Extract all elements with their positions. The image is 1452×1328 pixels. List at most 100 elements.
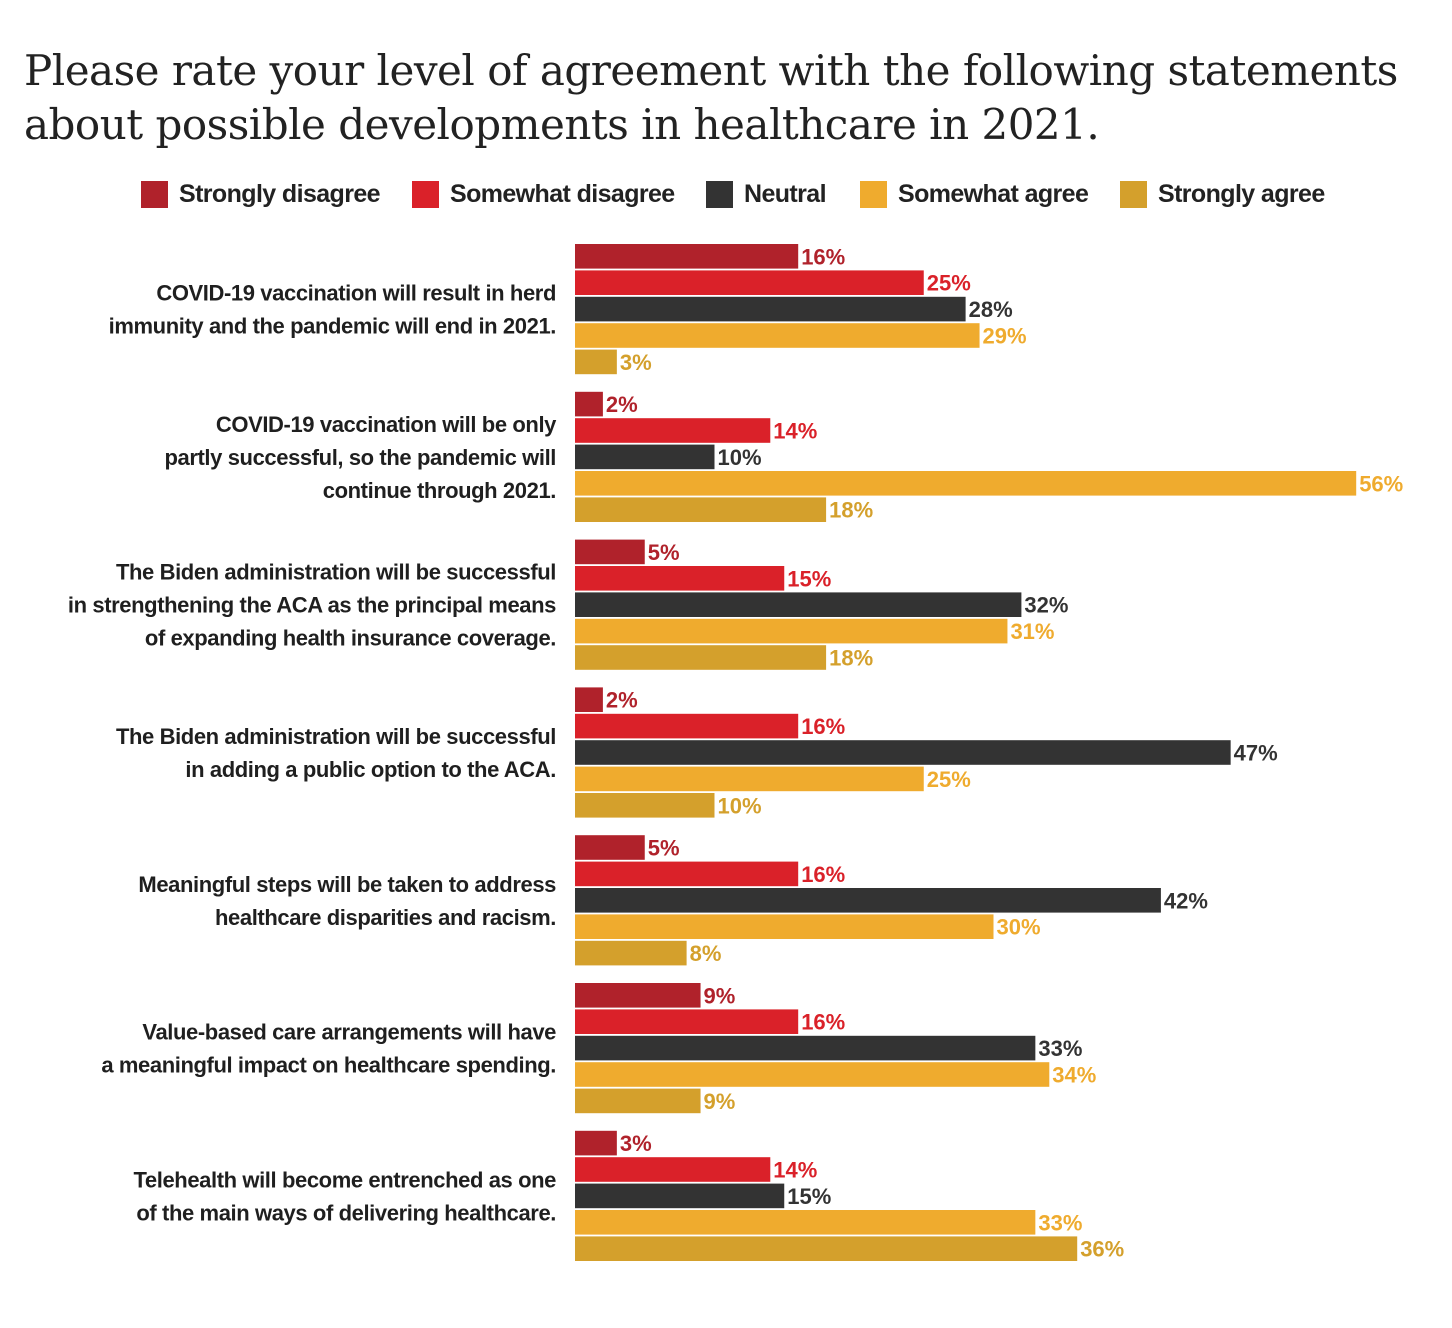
chart-title-line-2: about possible developments in healthcar… [24,100,1100,149]
bar [575,766,924,792]
category-label: Meaningful steps will be taken to addres… [138,872,556,897]
value-label: 33% [1038,1036,1082,1061]
bar [575,1130,617,1156]
bar [575,444,715,470]
category-label: a meaningful impact on healthcare spendi… [101,1053,556,1078]
category-label: Value-based care arrangements will have [142,1020,556,1045]
bar [575,861,799,887]
value-label: 16% [801,862,845,887]
bar [575,539,645,565]
bar [575,1062,1050,1087]
value-label: 14% [773,1158,817,1183]
category-label: in strengthening the ACA as the principa… [68,593,556,618]
value-label: 10% [718,793,762,818]
bar [575,296,966,322]
category-group: COVID-19 vaccination will result in herd… [109,244,1027,375]
bar [575,1210,1036,1235]
value-label: 14% [773,419,817,444]
category-label: continue through 2021. [323,478,556,503]
value-label: 25% [927,767,971,792]
chart-title: Please rate your level of agreement with… [24,44,1424,152]
category-label: The Biden administration will be success… [116,724,556,749]
bar [575,1183,785,1209]
bar [575,618,1008,644]
value-label: 15% [787,1184,831,1209]
category-label: in adding a public option to the ACA. [185,757,556,782]
value-label: 9% [704,983,736,1008]
bar [575,793,715,818]
legend-item-neutral: Neutral [706,178,827,210]
category-group: COVID-19 vaccination will be only partly … [164,391,1403,523]
value-label: 47% [1234,741,1278,766]
bar [575,566,785,591]
category-label: partly successful, so the pandemic will [164,445,556,470]
value-label: 18% [829,646,873,671]
value-label: 42% [1164,888,1208,913]
value-label: 28% [969,297,1013,322]
chart-title-line-1: Please rate your level of agreement with… [24,46,1398,95]
legend-swatch-somewhat-agree [860,180,887,208]
bar [575,1035,1036,1061]
value-label: 33% [1038,1210,1082,1235]
bar [575,983,701,1008]
value-label: 16% [801,1010,845,1035]
bar [575,940,687,966]
bar [575,914,994,939]
category-label: COVID-19 vaccination will result in herd [156,281,556,306]
value-label: 16% [801,714,845,739]
value-label: 16% [801,244,845,269]
legend-swatch-neutral [706,180,733,208]
bar [575,1088,701,1114]
bar [575,740,1231,765]
value-label: 18% [829,498,873,523]
category-group: The Biden administration will be success… [68,539,1068,671]
bar [575,349,617,375]
legend-item-somewhat-agree: Somewhat agree [860,178,1089,210]
category-label: immunity and the pandemic will end in 20… [109,314,556,339]
value-label: 8% [690,941,722,966]
value-label: 31% [1010,619,1054,644]
bar [575,497,827,522]
bar [575,270,924,295]
legend-item-somewhat-disagree: Somewhat disagree [412,178,675,210]
bar [575,713,799,739]
value-label: 36% [1080,1237,1124,1262]
bar [575,645,827,670]
category-label: COVID-19 vaccination will be only [216,412,557,437]
legend-label-somewhat-agree: Somewhat agree [898,179,1089,208]
category-label: healthcare disparities and racism. [215,905,556,930]
category-label: The Biden administration will be success… [116,560,556,585]
category-group: The Biden administration will be success… [116,687,1278,818]
value-label: 5% [648,540,680,565]
chart-legend: Strongly disagree Somewhat disagree Neut… [0,178,1452,210]
value-label: 25% [927,271,971,296]
legend-swatch-strongly-agree [1120,180,1147,208]
value-label: 5% [648,836,680,861]
bar [575,1009,799,1034]
legend-label-neutral: Neutral [744,179,827,208]
value-label: 29% [983,324,1027,349]
category-label: of expanding health insurance coverage. [145,626,556,651]
value-label: 34% [1052,1063,1096,1088]
legend-swatch-somewhat-disagree [412,180,439,208]
bar [575,418,771,443]
bar [575,323,980,348]
bar [575,1236,1078,1261]
value-label: 2% [606,392,638,417]
bar [575,244,799,269]
category-group: Telehealth will become entrenched as one… [134,1130,1124,1262]
value-label: 30% [997,915,1041,940]
value-label: 56% [1359,471,1403,496]
value-label: 15% [787,566,831,591]
legend-item-strongly-agree: Strongly agree [1120,178,1325,210]
bar [575,391,603,417]
bar [575,471,1357,496]
legend-item-strongly-disagree: Strongly disagree [141,178,381,210]
bar [575,687,603,712]
legend-label-strongly-agree: Strongly agree [1158,179,1325,208]
value-label: 10% [718,445,762,470]
category-group: Value-based care arrangements will have a… [101,983,1096,1114]
bar [575,592,1022,617]
value-label: 2% [606,688,638,713]
legend-label-strongly-disagree: Strongly disagree [179,179,381,208]
